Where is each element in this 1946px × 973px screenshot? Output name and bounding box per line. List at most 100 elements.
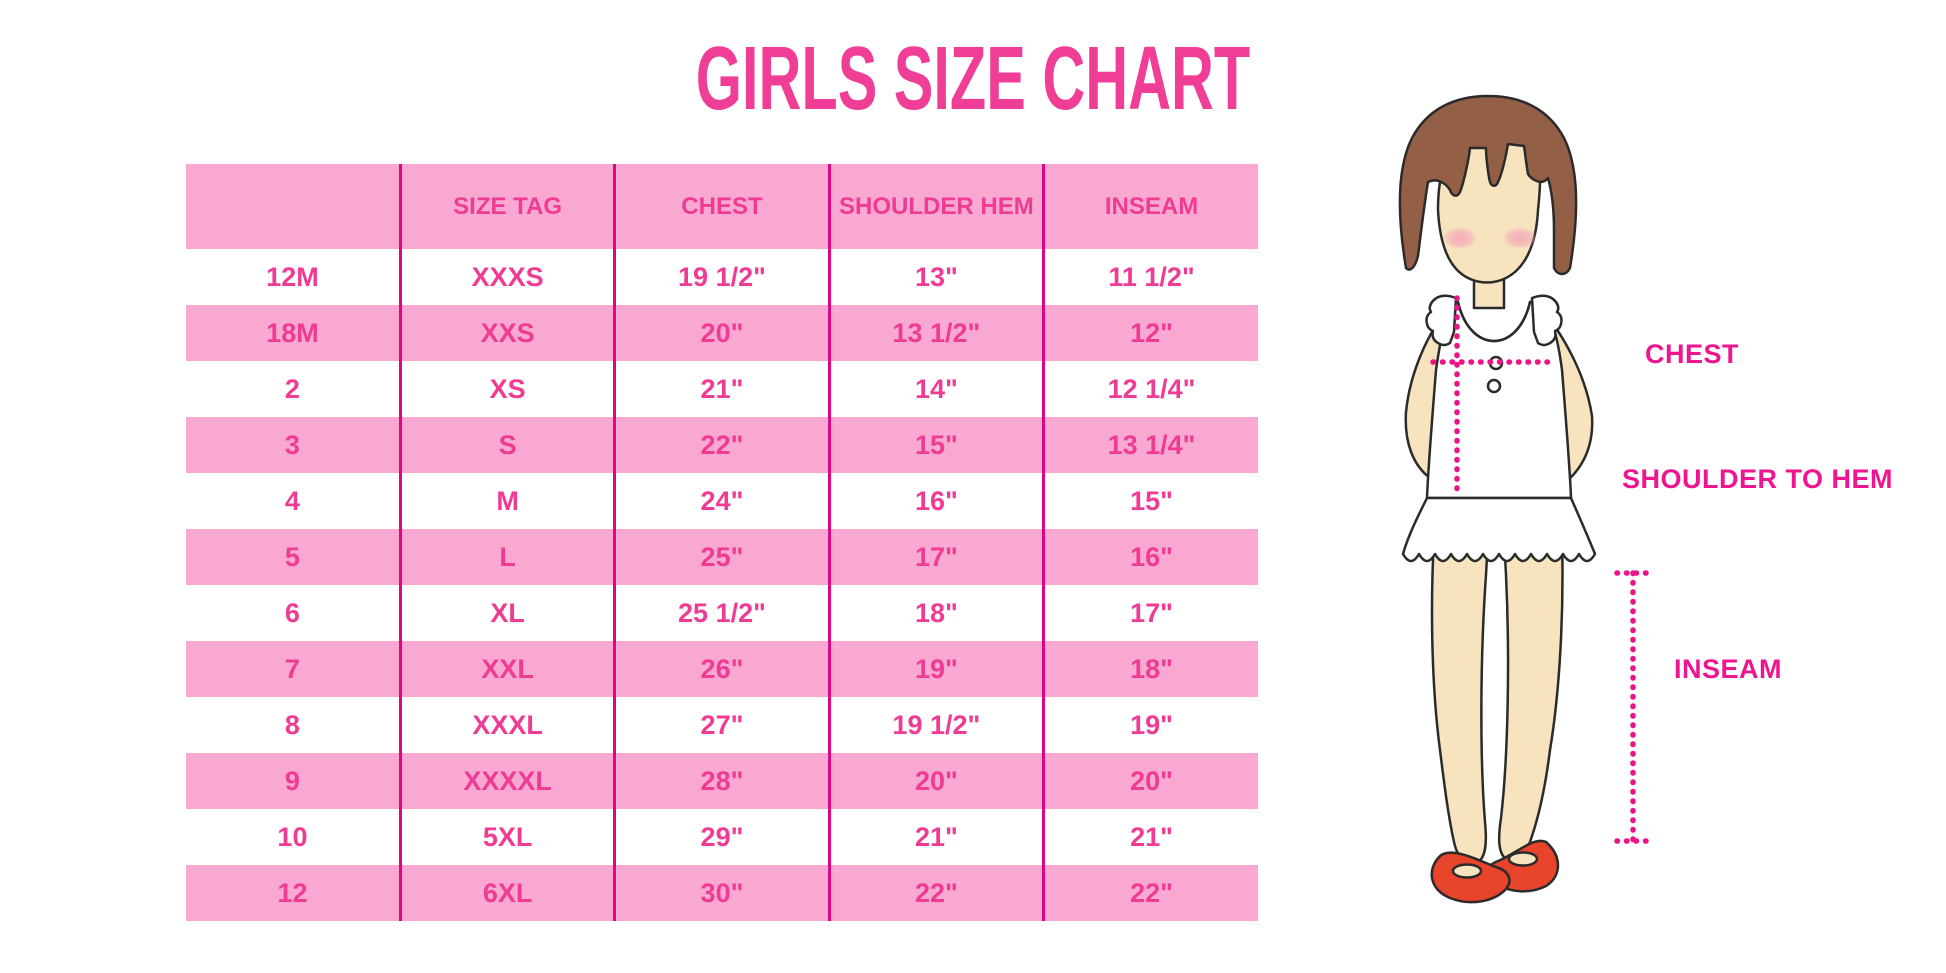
- inseam-label: INSEAM: [1674, 654, 1782, 684]
- table-row: 12 6XL 30" 22" 22": [186, 865, 1258, 921]
- table-cell: XXXL: [398, 697, 615, 753]
- table-row: 8 XXXL 27" 19 1/2" 19": [186, 697, 1258, 753]
- girl-illustration: CHEST SHOULDER TO HEM INSEAM: [1370, 70, 1900, 940]
- blush-right: [1503, 227, 1537, 249]
- table-cell: 27": [613, 697, 830, 753]
- hair: [1398, 94, 1578, 276]
- left-shoulder-ruffle: [1425, 294, 1458, 347]
- table-cell: S: [398, 417, 615, 473]
- table-cell: 10: [277, 821, 308, 852]
- table-cell: XS: [398, 361, 615, 417]
- table-cell: 26": [613, 641, 830, 697]
- table-cell: 21": [1042, 809, 1258, 865]
- table-cell: 6XL: [398, 865, 615, 921]
- table-row: 7 XXL 26" 19" 18": [186, 641, 1258, 697]
- table-cell: 21": [827, 809, 1044, 865]
- size-table-body: 12M XXXS 19 1/2" 13" 11 1/2" 18M XXS 20" 13 1/2"…: [186, 249, 1258, 921]
- table-cell: XXXS: [398, 249, 615, 305]
- table-cell: 5XL: [398, 809, 615, 865]
- table-cell: 22": [1042, 865, 1258, 921]
- table-cell: 17": [1042, 585, 1258, 641]
- table-row: 5 L 25" 17" 16": [186, 529, 1258, 585]
- table-row: 10 5XL 29" 21" 21": [186, 809, 1258, 865]
- table-cell: 17": [827, 529, 1044, 585]
- table-row: 9 XXXXL 28" 20" 20": [186, 753, 1258, 809]
- table-cell: 2: [284, 373, 300, 404]
- table-cell: 9: [186, 753, 401, 809]
- table-cell: 19 1/2": [613, 249, 830, 305]
- right-leg: [1497, 536, 1564, 863]
- table-cell: 15": [1042, 473, 1258, 529]
- table-cell: 13": [827, 249, 1044, 305]
- table-cell: 15": [827, 417, 1044, 473]
- table-cell: 12": [1042, 305, 1258, 361]
- left-shoe-opening: [1451, 863, 1483, 879]
- header-row: SIZE TAG CHEST SHOULDER HEM INSEAM: [186, 164, 1258, 249]
- table-cell: 13 1/4": [1042, 417, 1258, 473]
- table-cell: 13 1/2": [827, 305, 1044, 361]
- column-header-inseam: INSEAM: [1042, 164, 1258, 249]
- table-cell: 16": [827, 473, 1044, 529]
- right-shoulder-ruffle: [1530, 294, 1563, 347]
- table-cell: 11 1/2": [1042, 249, 1258, 305]
- column-header-chest: CHEST: [613, 164, 830, 249]
- table-row: 3 S 22" 15" 13 1/4": [186, 417, 1258, 473]
- neckline: [1456, 300, 1532, 343]
- shoulder-to-hem-label: SHOULDER TO HEM: [1622, 464, 1893, 494]
- column-header-size-tag: SIZE TAG: [398, 164, 615, 249]
- table-cell: 12 1/4": [1042, 361, 1258, 417]
- table-cell: 20": [613, 305, 830, 361]
- skirt: [1401, 496, 1597, 563]
- table-cell: 19": [1042, 697, 1258, 753]
- table-cell: 20": [827, 753, 1044, 809]
- right-shoe-opening: [1507, 851, 1539, 867]
- table-cell: 30": [613, 865, 830, 921]
- chest-label: CHEST: [1645, 339, 1739, 369]
- table-cell: 20": [1042, 753, 1258, 809]
- table-cell: 19": [827, 641, 1044, 697]
- table-cell: 6: [284, 597, 300, 628]
- size-table-head: SIZE TAG CHEST SHOULDER HEM INSEAM: [186, 164, 1258, 249]
- table-cell: 4: [284, 485, 300, 516]
- table-row: 18M XXS 20" 13 1/2" 12": [186, 305, 1258, 361]
- table-row: 12M XXXS 19 1/2" 13" 11 1/2": [186, 249, 1258, 305]
- table-cell: 22": [613, 417, 830, 473]
- table-cell: 22": [827, 865, 1044, 921]
- table-row: 6 XL 25 1/2" 18" 17": [186, 585, 1258, 641]
- table-cell: 8: [284, 709, 300, 740]
- table-cell: 12: [186, 865, 401, 921]
- column-header-shoulder-hem: SHOULDER HEM: [827, 164, 1044, 249]
- table-cell: 18M: [186, 305, 401, 361]
- table-cell: L: [398, 529, 615, 585]
- table-cell: XL: [398, 585, 615, 641]
- table-cell: 25": [613, 529, 830, 585]
- table-cell: 14": [827, 361, 1044, 417]
- table-cell: XXS: [398, 305, 615, 361]
- blush-left: [1443, 227, 1477, 249]
- table-cell: 5: [186, 529, 401, 585]
- table-cell: XXL: [398, 641, 615, 697]
- column-header-size: [186, 164, 401, 249]
- table-cell: 12M: [266, 261, 319, 292]
- table-cell: 29": [613, 809, 830, 865]
- table-cell: 28": [613, 753, 830, 809]
- table-row: 2 XS 21" 14" 12 1/4": [186, 361, 1258, 417]
- table-cell: 18": [1042, 641, 1258, 697]
- table-cell: 7: [186, 641, 401, 697]
- table-cell: 16": [1042, 529, 1258, 585]
- table-cell: XXXXL: [398, 753, 615, 809]
- table-cell: 18": [827, 585, 1044, 641]
- size-table: SIZE TAG CHEST SHOULDER HEM INSEAM 12M XXXS 1…: [186, 164, 1258, 921]
- page-title: GIRLS SIZE CHART: [695, 29, 1251, 129]
- table-cell: 21": [613, 361, 830, 417]
- table-row: 4 M 24" 16" 15": [186, 473, 1258, 529]
- table-cell: 19 1/2": [827, 697, 1044, 753]
- table-cell: M: [398, 473, 615, 529]
- girl-measurement-diagram: CHEST SHOULDER TO HEM INSEAM: [1398, 94, 1893, 904]
- table-cell: 25 1/2": [613, 585, 830, 641]
- title-container: GIRLS SIZE CHART: [0, 34, 1946, 124]
- table-cell: 3: [186, 417, 401, 473]
- left-leg: [1430, 536, 1490, 866]
- table-cell: 24": [613, 473, 830, 529]
